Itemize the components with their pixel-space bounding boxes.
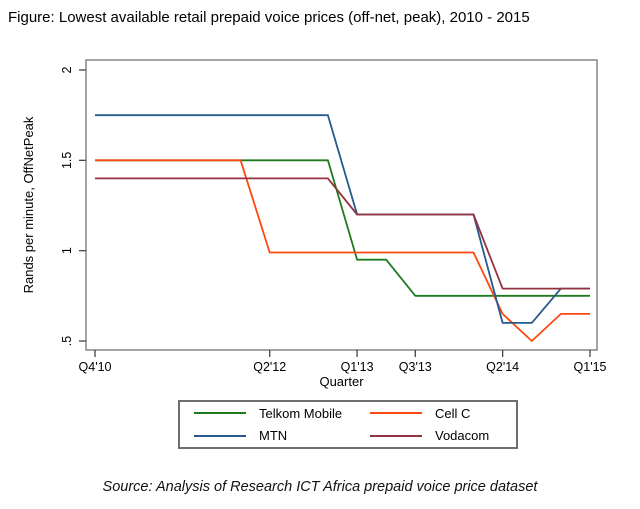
legend-line-swatch-navy <box>194 434 246 437</box>
x-tick-label: Q3'13 <box>399 360 432 374</box>
legend-item-cell-c: Cell C <box>370 402 516 424</box>
legend-label: MTN <box>259 428 288 444</box>
plot-border <box>85 59 598 351</box>
legend: Telkom Mobile Cell C MTN Vodacom <box>178 400 518 449</box>
x-tick-label: Q4'10 <box>79 360 112 374</box>
y-tick-label: 2 <box>60 66 74 73</box>
y-axis-title: Rands per minute, OffNetPeak <box>21 116 36 293</box>
figure-title: Figure: Lowest available retail prepaid … <box>8 9 530 26</box>
legend-item-vodacom: Vodacom <box>370 425 516 447</box>
legend-item-mtn: MTN <box>194 425 370 447</box>
legend-label: Telkom Mobile <box>259 405 343 421</box>
price-line-chart: 21.51.5Q4'10 Q2'12 Q1'13 Q3'13 Q2'14 Q1'15Qua… <box>21 59 607 389</box>
x-axis-title: Quarter <box>319 374 364 389</box>
y-tick-label: 1 <box>60 247 74 254</box>
legend-line-swatch-green <box>194 412 246 415</box>
y-tick-label: .5 <box>60 336 74 346</box>
series-line-vodacom <box>95 177 590 290</box>
source-note: Source: Analysis of Research ICT Africa … <box>102 479 538 495</box>
series-line-cell-c <box>95 159 590 342</box>
legend-label: Cell C <box>435 405 471 421</box>
y-tick-label: 1.5 <box>60 152 74 169</box>
x-tick-label: Q1'13 <box>341 360 374 374</box>
x-tick-label: Q2'12 <box>253 360 286 374</box>
legend-item-telkom-mobile: Telkom Mobile <box>194 402 370 424</box>
x-tick-label: Q1'15 <box>574 360 607 374</box>
legend-line-swatch-orange <box>370 412 422 415</box>
legend-label: Vodacom <box>435 428 490 444</box>
series-line-mtn <box>95 114 590 324</box>
x-tick-label: Q2'14 <box>486 360 519 374</box>
legend-line-swatch-maroon <box>370 434 422 437</box>
series-line-telkom-mobile <box>95 159 590 297</box>
